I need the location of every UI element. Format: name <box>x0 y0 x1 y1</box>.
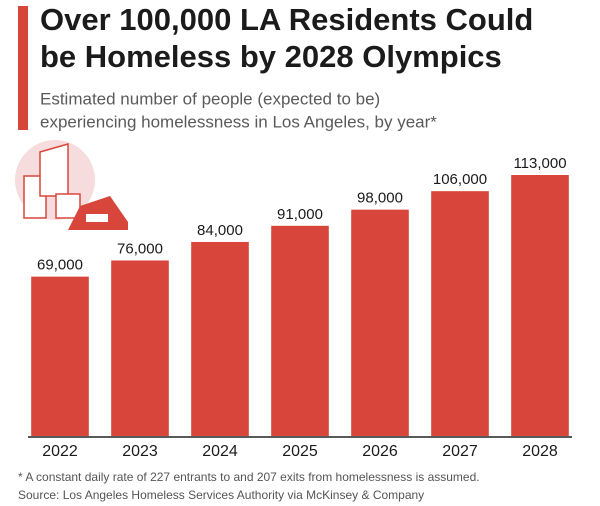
bar <box>31 276 89 436</box>
value-label: 91,000 <box>277 206 323 223</box>
value-label: 84,000 <box>197 222 243 239</box>
chart-title: be Homeless by 2028 Olympics <box>40 39 502 74</box>
bar <box>271 225 329 436</box>
accent-bar <box>18 6 28 130</box>
x-tick-label: 2026 <box>362 443 398 460</box>
x-tick-label: 2028 <box>522 443 558 460</box>
chart-title: Over 100,000 LA Residents Could <box>40 2 533 37</box>
icon <box>15 140 128 230</box>
bar <box>351 209 409 436</box>
x-tick-label: 2022 <box>42 443 78 460</box>
x-tick-label: 2024 <box>202 443 238 460</box>
value-label: 98,000 <box>357 190 403 207</box>
footnote: * A constant daily rate of 227 entrants … <box>18 470 480 484</box>
value-label: 106,000 <box>433 171 487 188</box>
x-tick-label: 2023 <box>122 443 158 460</box>
chart-subtitle: experiencing homelessness in Los Angeles… <box>40 112 437 131</box>
bar <box>431 191 489 436</box>
source: Source: Los Angeles Homeless Services Au… <box>18 488 424 502</box>
x-tick-label: 2027 <box>442 443 478 460</box>
value-label: 76,000 <box>117 240 163 257</box>
x-tick-label: 2025 <box>282 443 318 460</box>
value-label: 113,000 <box>513 155 566 172</box>
bar <box>111 260 169 436</box>
bar <box>511 175 569 436</box>
chart-subtitle: Estimated number of people (expected to … <box>40 89 380 108</box>
value-label: 69,000 <box>37 257 83 274</box>
bar <box>191 241 249 436</box>
